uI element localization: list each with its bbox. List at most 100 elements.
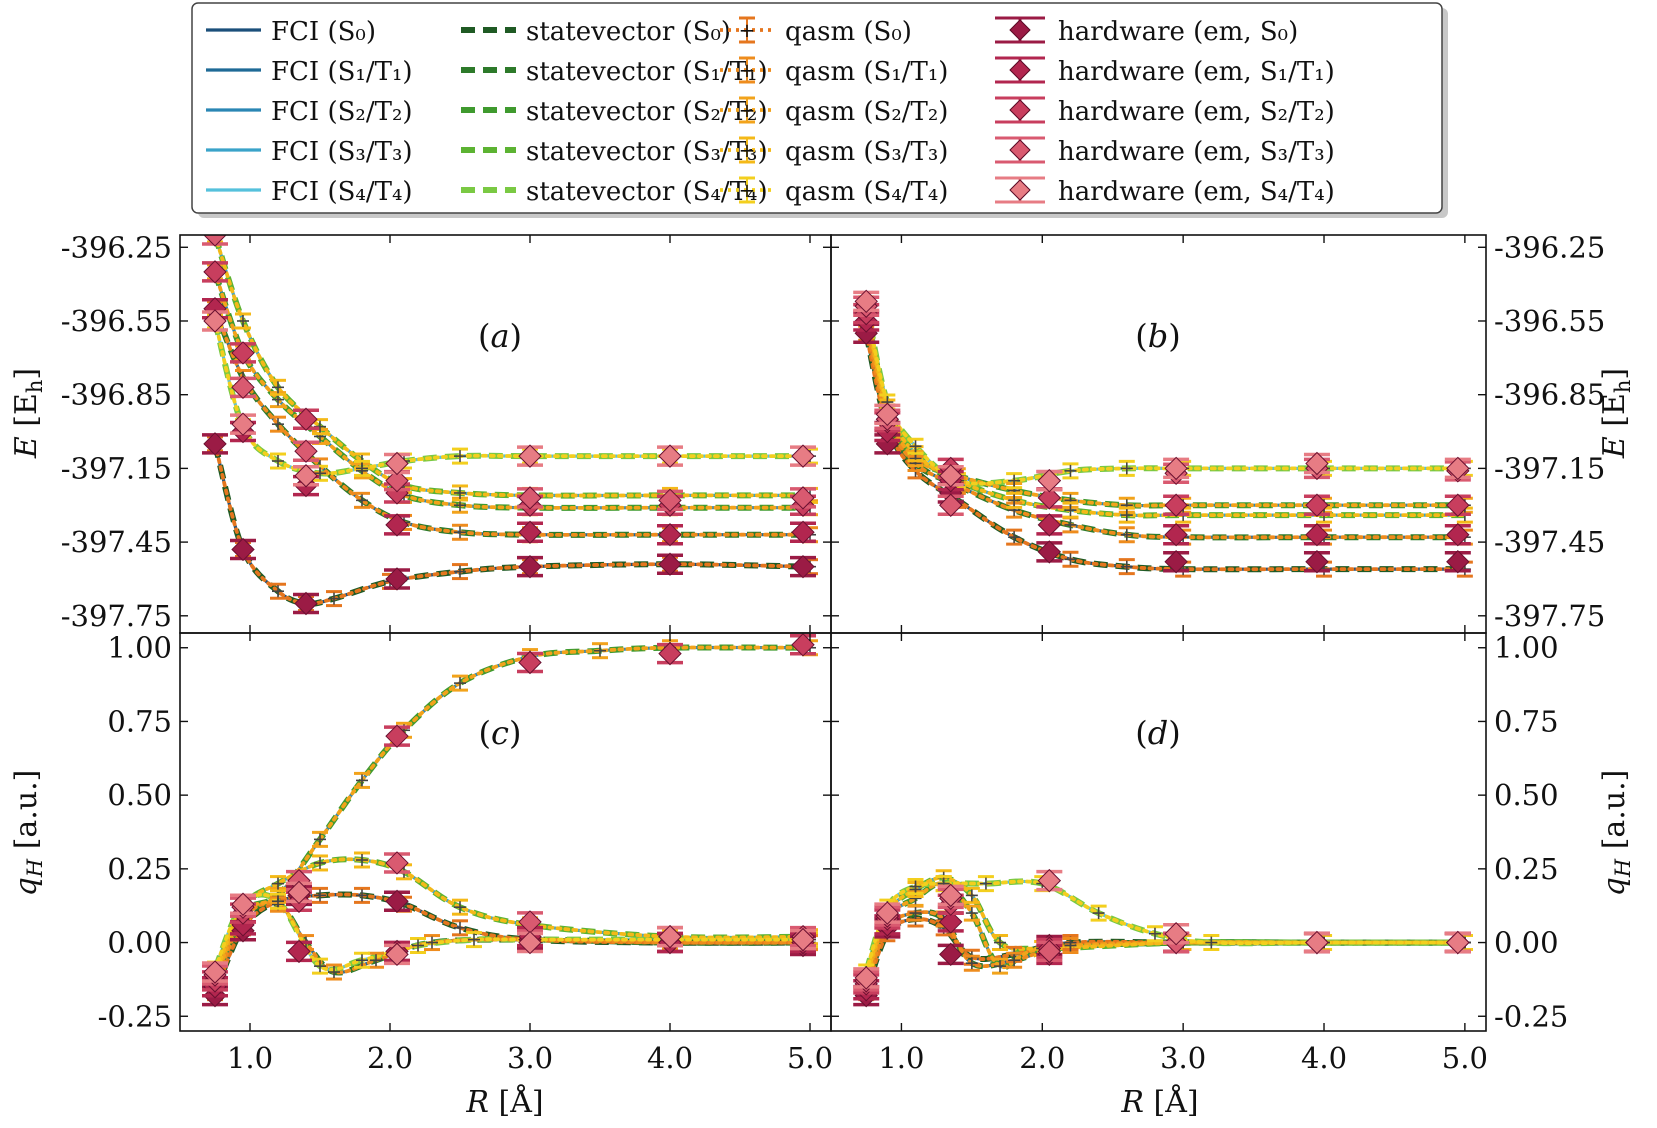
hardware-marker (385, 468, 409, 493)
hardware-marker (1164, 493, 1188, 517)
hardware-marker (385, 567, 409, 591)
hardware-marker (518, 520, 542, 544)
hardware-marker (1037, 468, 1062, 493)
hardware-marker (385, 942, 409, 967)
legend-label: hardware (em, S₁/T₁) (1058, 57, 1335, 87)
qasm-point-S3/T3 (963, 886, 980, 904)
legend-label: FCI (S₁/T₁) (271, 57, 413, 87)
series-qasm-S0 (213, 441, 812, 606)
hardware-marker (385, 451, 409, 476)
hardware-point-S4/T4 (1444, 930, 1471, 955)
y-tick-label: 0.75 (1494, 704, 1559, 738)
hardware-point-S2/T2 (517, 650, 543, 675)
hardware-marker (287, 939, 311, 964)
legend-label: FCI (S₀) (271, 17, 376, 47)
hardware-point-S4/T4 (1036, 468, 1063, 493)
legend-label: qasm (S₀) (785, 17, 912, 47)
hardware-point-S4/T4 (874, 402, 901, 427)
hardware-point-S3/T3 (517, 910, 543, 934)
y-tick-label: -397.45 (1494, 525, 1605, 559)
hardware-marker (658, 641, 682, 666)
hardware-point-S2/T2 (790, 633, 816, 657)
hardware-marker (385, 889, 409, 913)
y-tick-label: -397.45 (61, 525, 172, 559)
hardware-marker (1305, 493, 1329, 517)
x-tick-label: 3.0 (1160, 1041, 1206, 1075)
hardware-point-S1/T1 (790, 520, 816, 544)
hardware-point-S0 (293, 591, 319, 616)
hardware-point-S2/T2 (384, 724, 410, 748)
hardware-marker (1164, 456, 1188, 481)
x-tick-label: 5.0 (1442, 1041, 1488, 1075)
qasm-point-S2/T2 (354, 771, 370, 789)
hardware-point-S4/T4 (657, 444, 683, 468)
hardware-point-S4/T4 (790, 927, 816, 952)
hardware-marker (791, 444, 815, 468)
legend-entries: FCI (S₀) FCI (S₁/T₁) FCI (S₂/T₂) FCI (S₃/T₃… (206, 16, 1335, 207)
qasm-point-S0 (1118, 558, 1135, 576)
legend-entry-hardware-1: hardware (em, S₁/T₁) (995, 56, 1335, 87)
y-tick-label: -396.85 (61, 378, 172, 412)
hardware-marker (875, 402, 900, 427)
y-tick-label: 0.00 (107, 926, 172, 960)
hardware-point-S4/T4 (1303, 451, 1330, 476)
hardware-marker (1037, 540, 1062, 564)
hardware-marker (939, 942, 963, 967)
legend-label: qasm (S₁/T₁) (785, 57, 948, 87)
hardware-point-S0 (384, 567, 410, 591)
hardware-marker (1305, 550, 1329, 574)
charge-axis-label-left: qH [a.u.] (9, 770, 47, 897)
hardware-marker (1037, 868, 1062, 893)
panel-frame (179, 234, 832, 634)
hardware-marker (231, 537, 255, 562)
hardware-point-S4/T4 (384, 451, 410, 476)
hardware-point-S2/T2 (202, 260, 228, 284)
hardware-point-S4/T4 (1036, 868, 1063, 893)
hardware-marker (1037, 939, 1062, 964)
hardware-marker (1446, 493, 1470, 517)
y-tick-label: 0.25 (107, 852, 172, 886)
qasm-point-S3/T3 (270, 378, 286, 396)
hardware-point-S0 (1303, 550, 1330, 574)
hardware-marker (294, 407, 318, 431)
hardware-point-S1/T1 (384, 513, 410, 537)
legend-entry-statevector-2: statevector (S₂/T₂) (461, 97, 768, 127)
hardware-marker (791, 520, 815, 544)
legend-swatch-marker: + (739, 138, 756, 162)
hardware-point-S2/T2 (293, 407, 319, 431)
legend-label: statevector (S₄/T₄) (526, 177, 768, 207)
legend-entry-FCI-1: FCI (S₁/T₁) (206, 57, 413, 87)
series-qasm-S2/T2 (213, 645, 812, 983)
qasm-point-S3/T3 (354, 851, 370, 869)
qasm-point-S4/T4 (1090, 904, 1107, 922)
hardware-point-S1/T1 (1036, 513, 1063, 537)
hardware-marker (658, 488, 682, 513)
legend-label: hardware (em, S₂/T₂) (1058, 97, 1335, 127)
hardware-marker (939, 883, 963, 908)
hardware-marker (658, 552, 682, 576)
legend-swatch-marker: + (739, 98, 756, 122)
hardware-point-S4/T4 (286, 880, 312, 905)
qasm-point-S2/T2 (592, 642, 608, 660)
hardware-point-S0 (517, 554, 543, 579)
y-tick-label: 0.00 (1494, 926, 1559, 960)
qasm-point-S1/T1 (1006, 951, 1023, 969)
hardware-point-S3/T3 (1036, 939, 1063, 964)
hardware-marker (658, 523, 682, 547)
qasm-point-S3/T3 (1062, 501, 1079, 519)
legend-entry-hardware-4: hardware (em, S₄/T₄) (995, 176, 1335, 207)
x-tick-label: 2.0 (1019, 1041, 1065, 1075)
hardware-marker (385, 724, 409, 748)
hardware-marker (294, 464, 318, 488)
hardware-point-S1/T1 (657, 523, 683, 547)
qasm-point-S3/T3 (992, 934, 1009, 952)
hardware-point-S2/T2 (1163, 493, 1190, 517)
legend-swatch-marker: + (739, 178, 756, 202)
plot-area (853, 289, 1473, 578)
hardware-point-S0 (790, 554, 816, 579)
hardware-point-S4/T4 (1163, 456, 1190, 481)
hardware-marker (1305, 451, 1329, 476)
hardware-point-S0 (384, 889, 410, 913)
hardware-marker (875, 901, 900, 925)
hardware-marker (385, 851, 409, 875)
